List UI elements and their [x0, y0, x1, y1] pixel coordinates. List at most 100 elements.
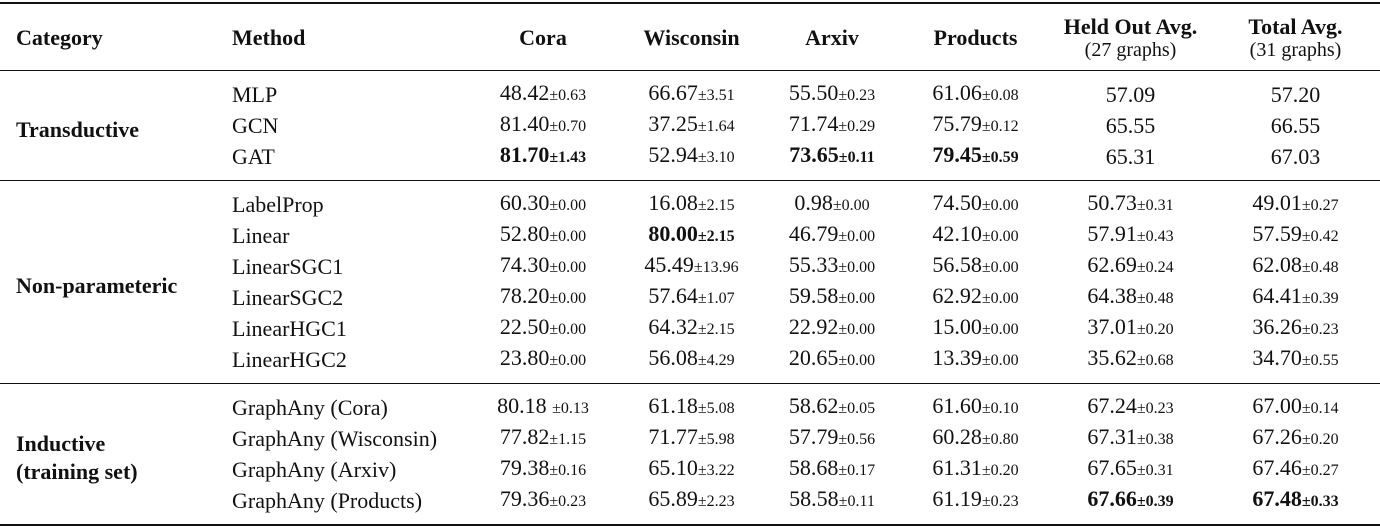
score-std: ±0.39 [1301, 290, 1339, 307]
score-std: ±0.00 [549, 197, 587, 214]
score-value: 64.38 [1087, 283, 1137, 308]
column-header: Wisconsin [620, 3, 763, 71]
score-std: ±0.23 [1301, 321, 1339, 338]
score-value: 59.58 [788, 283, 839, 308]
table-header: Category Method Cora Wisconsin Arxiv Products… [0, 3, 1380, 71]
score-std: ±0.70 [549, 118, 587, 135]
score-value: 71.77 [648, 424, 698, 449]
score-value: 57.09 [1105, 81, 1156, 107]
score-std: ±5.08 [697, 400, 735, 417]
score-cell: 16.08±2.15 [620, 181, 763, 221]
score-std: ±0.55 [1301, 352, 1339, 369]
score-std: ±2.15 [697, 228, 735, 245]
score-value: 66.67 [648, 80, 698, 105]
score-std: ±5.98 [697, 431, 735, 448]
score-cell: 79.45±0.59 [901, 141, 1050, 181]
score-value: 61.19 [932, 486, 982, 511]
score-std: ±0.14 [1301, 400, 1339, 417]
column-header: Arxiv [763, 3, 901, 71]
score-std: ±0.00 [549, 259, 587, 276]
method-cell: GraphAny (Arxiv) [232, 456, 397, 482]
table-row: LinearSGC1 74.30±0.00 45.49±13.96 55.33±0.0… [0, 251, 1380, 282]
score-cell: 60.28±0.80 [901, 423, 1050, 454]
score-value: 74.30 [499, 252, 550, 277]
score-value: 45.49 [644, 252, 694, 277]
score-cell: 15.00±0.00 [901, 313, 1050, 344]
score-std: ±0.42 [1301, 228, 1339, 245]
table-row: Linear 52.80±0.00 80.00±2.15 46.79±0.00 42.1… [0, 220, 1380, 251]
table-row: GraphAny (Wisconsin) 77.82±1.15 71.77±5.98… [0, 423, 1380, 454]
score-cell: 55.50±0.23 [763, 71, 901, 111]
score-value: 0.98 [794, 190, 833, 215]
score-cell: 67.66±0.39 [1050, 485, 1211, 525]
table-row: Non-parameteric LabelProp 60.30±0.00 16.08±… [0, 181, 1380, 298]
score-cell: 20.65±0.00 [763, 344, 901, 384]
score-std: ±0.11 [838, 493, 875, 510]
score-std: ±0.00 [838, 228, 876, 245]
score-cell: 22.50±0.00 [466, 313, 620, 344]
score-cell: 67.00±0.14 [1211, 384, 1380, 424]
score-std: ±2.15 [697, 321, 735, 338]
score-cell: 74.30±0.00 [466, 251, 620, 282]
score-std: ±0.38 [1136, 431, 1174, 448]
column-header: Held Out Avg. (27 graphs) [1050, 3, 1211, 71]
score-cell: 65.31 [1050, 141, 1211, 181]
score-value: 57.91 [1087, 221, 1137, 246]
score-std: ±0.00 [981, 228, 1019, 245]
score-cell: 46.79±0.00 [763, 220, 901, 251]
score-cell: 35.62±0.68 [1050, 344, 1211, 384]
score-std: ±0.23 [1136, 400, 1174, 417]
score-value: 64.41 [1252, 283, 1302, 308]
score-value: 61.31 [932, 455, 982, 480]
column-header: Total Avg. (31 graphs) [1211, 3, 1380, 71]
score-value: 62.08 [1252, 252, 1302, 277]
score-cell: 67.31±0.38 [1050, 423, 1211, 454]
score-std: ±0.00 [838, 259, 876, 276]
score-value: 60.28 [932, 424, 982, 449]
category-label: (training set) [16, 459, 138, 484]
score-cell: 36.26±0.23 [1211, 313, 1380, 344]
score-std: ±1.64 [697, 118, 735, 135]
score-cell: 58.68±0.17 [763, 454, 901, 485]
score-cell: 61.06±0.08 [901, 71, 1050, 111]
score-value: 79.36 [499, 486, 550, 511]
table-row: GCN 81.40±0.70 37.25±1.64 71.74±0.29 75.79±0… [0, 110, 1380, 141]
score-cell: 23.80±0.00 [466, 344, 620, 384]
score-cell: 57.09 [1050, 71, 1211, 111]
score-cell: 67.24±0.23 [1050, 384, 1211, 424]
score-value: 67.46 [1252, 455, 1302, 480]
score-cell: 49.01±0.27 [1211, 181, 1380, 221]
row-group: Non-parameteric LabelProp 60.30±0.00 16.08±… [0, 181, 1380, 384]
score-value: 79.45 [932, 142, 982, 167]
score-value: 16.08 [648, 190, 698, 215]
table-row: LinearHGC1 22.50±0.00 64.32±2.15 22.92±0.00… [0, 313, 1380, 344]
score-value: 49.01 [1252, 190, 1302, 215]
score-std: ±0.05 [838, 400, 876, 417]
score-cell: 66.67±3.51 [620, 71, 763, 111]
score-value: 67.00 [1252, 393, 1302, 418]
score-std: ±0.56 [838, 431, 876, 448]
column-header-label: Wisconsin [643, 24, 740, 50]
method-cell: GraphAny (Wisconsin) [232, 425, 438, 451]
table-row: LinearHGC2 23.80±0.00 56.08±4.29 20.65±0.00… [0, 344, 1380, 384]
score-cell: 80.00±2.15 [620, 220, 763, 251]
score-std: ±0.10 [981, 400, 1019, 417]
score-value: 55.33 [788, 252, 839, 277]
score-std: ±0.24 [1136, 259, 1174, 276]
score-value: 57.20 [1270, 81, 1321, 107]
score-std: ±0.00 [981, 290, 1019, 307]
score-cell: 56.58±0.00 [901, 251, 1050, 282]
score-value: 75.79 [932, 111, 982, 136]
score-std: ±0.23 [549, 493, 587, 510]
score-value: 58.62 [788, 393, 839, 418]
score-value: 61.60 [932, 393, 982, 418]
score-cell: 58.62±0.05 [763, 384, 901, 424]
table-row: GAT 81.70±1.43 52.94±3.10 73.65±0.11 79.45±0… [0, 141, 1380, 181]
score-value: 57.59 [1252, 221, 1302, 246]
score-value: 57.64 [648, 283, 698, 308]
score-cell: 42.10±0.00 [901, 220, 1050, 251]
score-value: 64.32 [648, 314, 698, 339]
score-cell: 52.80±0.00 [466, 220, 620, 251]
score-value: 37.01 [1087, 314, 1137, 339]
